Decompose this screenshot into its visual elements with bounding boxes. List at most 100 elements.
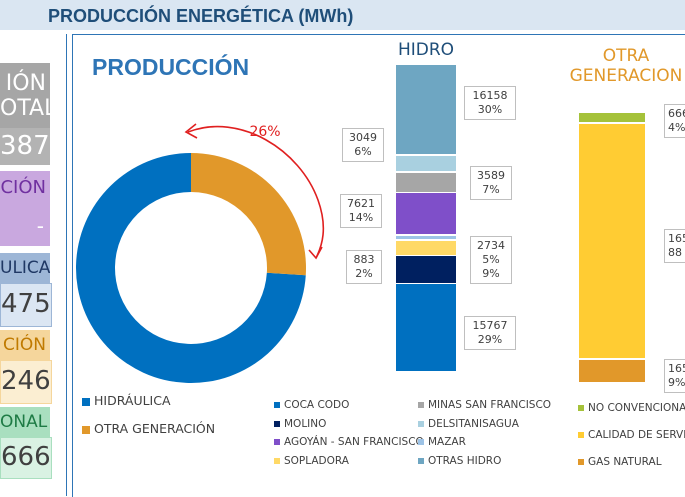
tile-other-gen-value-box: 246 xyxy=(0,360,52,404)
callout-percent: 6% xyxy=(354,145,372,158)
legend-other-swatch xyxy=(82,425,90,434)
header-bar: PRODUCCIÓN ENERGÉTICA (MWh) xyxy=(0,0,685,30)
callout-percent: 29% xyxy=(477,333,503,346)
summary-panel: IÓN OTAL 387 CIÓN - ULICA 475 CIÓN 246 O… xyxy=(0,34,67,496)
callout-value: 3589 xyxy=(477,169,505,182)
other-segment-calidad-de-servicio xyxy=(579,123,645,359)
hydro-legend-item-mazar: MAZAR xyxy=(418,436,466,448)
callout-percent: 88 xyxy=(668,246,682,259)
hydro-legend-item-swatch xyxy=(418,421,424,427)
hydro-legend-item-swatch xyxy=(418,458,424,464)
hydro-legend-item-label: OTRAS HIDRO xyxy=(428,455,502,467)
callout-percent: 2% xyxy=(355,267,373,280)
callout-minas: 3589 7% xyxy=(470,166,512,200)
hydro-segment-delsitanisagua xyxy=(396,155,456,172)
hydro-legend-item-minas-san-francisco: MINAS SAN FRANCISCO xyxy=(418,399,551,411)
tile-hydraulic-label: ULICA xyxy=(0,258,50,278)
legend-other-label: OTRA GENERACIÓN xyxy=(94,421,216,436)
callout-mazar: 883 2% xyxy=(346,250,382,284)
other-legend-item-swatch xyxy=(578,405,584,411)
main-frame xyxy=(72,34,685,497)
hydro-segment-coca-codo xyxy=(396,284,456,372)
callout-value: 165 xyxy=(668,232,685,245)
callout-otras-hidro: 16158 30% xyxy=(464,86,516,120)
tile-total-value-box: 387 xyxy=(0,128,50,165)
tile-hydraulic-value: 475 xyxy=(1,289,51,319)
hydro-legend-item-label: SOPLADORA xyxy=(284,455,349,467)
tile-other-gen: CIÓN xyxy=(0,330,50,360)
callout-no-convencional: 6664% xyxy=(664,104,685,138)
other-legend-item-swatch xyxy=(578,432,584,438)
callout-calidad: 16588 xyxy=(664,229,685,263)
callout-percent: 7% xyxy=(482,183,500,196)
hydro-segment-agoy-n-san-francisco xyxy=(396,193,456,235)
hydro-legend-item-coca-codo: COCA CODO xyxy=(274,399,349,411)
callout-percent: 9% xyxy=(668,376,685,389)
hydro-segment-molino xyxy=(396,256,456,283)
hydro-legend-item-swatch xyxy=(418,439,424,445)
hydro-legend-item-molino: MOLINO xyxy=(274,418,326,430)
callout-value: 16158 xyxy=(472,89,508,102)
tile-nonconventional: ONAL xyxy=(0,407,50,437)
callout-value: 7621 xyxy=(347,197,375,210)
page-title: PRODUCCIÓN ENERGÉTICA (MWh) xyxy=(48,6,354,26)
other-legend-item-swatch xyxy=(578,459,584,465)
tile-nonconventional-value: 666 xyxy=(1,442,51,472)
callout-value: 3049 xyxy=(349,131,377,144)
hydro-legend-item-label: MOLINO xyxy=(284,418,327,430)
tile-generation-value: - xyxy=(36,214,44,238)
callout-value: 165 xyxy=(668,362,685,375)
other-segment-no-convencional xyxy=(579,113,645,123)
legend-hydraulic: HIDRÁULICA xyxy=(82,393,171,408)
other-legend-item-calidad-de-servicio: CALIDAD DE SERVICIO xyxy=(578,429,685,441)
tile-hydraulic: ULICA xyxy=(0,253,50,283)
hydro-legend-item-swatch xyxy=(274,402,280,408)
hydro-title: HIDRO xyxy=(397,40,455,60)
other-legend-item-label: NO CONVENCIONAL xyxy=(588,402,685,414)
callout-gas-natural: 1659% xyxy=(664,359,685,393)
tile-hydraulic-value-box: 475 xyxy=(0,283,52,327)
hydro-segment-mazar xyxy=(396,235,456,240)
callout-value: 666 xyxy=(668,107,685,120)
hydro-legend-item-agoy-n-san-francisco: AGOYÁN - SAN FRANCISCO xyxy=(274,436,424,448)
hydro-legend-item-label: COCA CODO xyxy=(284,399,350,411)
production-title: PRODUCCIÓN xyxy=(92,54,250,80)
hydro-legend-item-otras-hidro: OTRAS HIDRO xyxy=(418,455,501,467)
callout-sopladora: 2734 5% xyxy=(470,236,512,270)
hydro-legend-item-sopladora: SOPLADORA xyxy=(274,455,349,467)
other-gen-title: OTRA GENERACION xyxy=(569,46,683,86)
other-legend-item-label: GAS NATURAL xyxy=(588,456,662,468)
callout-agoyan: 7621 14% xyxy=(340,194,382,228)
hydro-legend-item-swatch xyxy=(274,458,280,464)
tile-nonconventional-label: ONAL xyxy=(0,412,48,432)
hydro-segment-otras-hidro xyxy=(396,65,456,155)
callout-percent: 14% xyxy=(348,211,374,224)
legend-hydraulic-swatch xyxy=(82,397,90,406)
tile-total-label1: IÓN xyxy=(5,71,46,96)
other-segment-gas-natural xyxy=(579,359,645,383)
callout-value: 883 xyxy=(353,253,375,266)
callout-percent: 5% xyxy=(482,253,500,266)
hydro-legend-item-label: MINAS SAN FRANCISCO xyxy=(428,399,552,411)
tile-generation: CIÓN xyxy=(0,171,50,206)
hydro-legend-item-swatch xyxy=(274,439,280,445)
hydro-segment-minas-san-francisco xyxy=(396,172,456,192)
tile-nonconventional-value-box: 666 xyxy=(0,437,52,479)
tile-other-gen-label: CIÓN xyxy=(3,335,46,355)
hydro-legend-item-swatch xyxy=(274,421,280,427)
callout-coca-codo: 15767 29% xyxy=(464,316,516,350)
other-legend-item-label: CALIDAD DE SERVICIO xyxy=(588,429,685,441)
tile-total-value: 387 xyxy=(0,131,50,161)
callout-value: 2734 xyxy=(477,239,505,252)
other-legend-item-gas-natural: GAS NATURAL xyxy=(578,456,662,468)
hydro-legend-item-label: DELSITANISAGUA xyxy=(428,418,519,430)
other-legend-item-no-convencional: NO CONVENCIONAL xyxy=(578,402,685,414)
hydro-legend-item-delsitanisagua: DELSITANISAGUA xyxy=(418,418,519,430)
tile-total-label2: OTAL xyxy=(0,96,50,121)
hydro-legend-item-label: MAZAR xyxy=(428,436,466,448)
callout-value: 15767 xyxy=(472,319,508,332)
callout-percent: 9% xyxy=(482,267,500,280)
legend-other-generation: OTRA GENERACIÓN xyxy=(82,421,215,436)
hydro-segment-sopladora xyxy=(396,240,456,255)
callout-percent: 30% xyxy=(477,103,503,116)
